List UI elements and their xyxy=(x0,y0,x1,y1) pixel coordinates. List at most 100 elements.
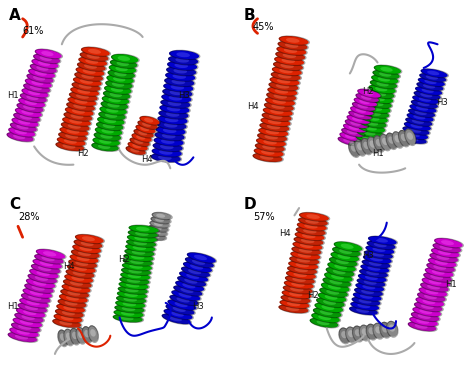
Ellipse shape xyxy=(356,108,366,113)
Ellipse shape xyxy=(341,331,347,338)
Ellipse shape xyxy=(131,255,145,260)
Ellipse shape xyxy=(361,141,373,145)
Ellipse shape xyxy=(374,135,385,152)
Ellipse shape xyxy=(410,124,423,128)
Text: H4: H4 xyxy=(279,229,291,238)
Ellipse shape xyxy=(278,304,309,313)
Ellipse shape xyxy=(419,309,432,314)
Ellipse shape xyxy=(268,82,299,91)
Ellipse shape xyxy=(288,261,318,269)
Ellipse shape xyxy=(287,301,301,306)
Ellipse shape xyxy=(65,134,78,139)
Ellipse shape xyxy=(33,54,60,63)
Ellipse shape xyxy=(21,315,35,320)
Ellipse shape xyxy=(10,122,37,132)
Ellipse shape xyxy=(350,106,374,115)
Ellipse shape xyxy=(268,119,282,124)
Ellipse shape xyxy=(352,326,364,342)
Ellipse shape xyxy=(179,271,208,282)
Ellipse shape xyxy=(380,67,392,72)
Ellipse shape xyxy=(27,300,40,305)
Ellipse shape xyxy=(354,139,382,147)
Ellipse shape xyxy=(259,122,290,131)
Ellipse shape xyxy=(69,119,82,124)
Ellipse shape xyxy=(153,226,162,230)
Ellipse shape xyxy=(173,74,186,79)
Ellipse shape xyxy=(434,238,463,248)
Ellipse shape xyxy=(149,220,169,228)
Ellipse shape xyxy=(111,87,123,92)
Ellipse shape xyxy=(124,253,154,261)
Ellipse shape xyxy=(74,99,88,104)
Ellipse shape xyxy=(408,109,435,117)
Text: H3: H3 xyxy=(178,91,190,100)
Ellipse shape xyxy=(332,247,361,256)
Ellipse shape xyxy=(186,274,199,279)
Ellipse shape xyxy=(163,128,176,133)
Ellipse shape xyxy=(273,94,287,99)
Text: B: B xyxy=(244,8,255,23)
Ellipse shape xyxy=(40,56,52,61)
Ellipse shape xyxy=(374,92,386,96)
Ellipse shape xyxy=(35,49,62,59)
Ellipse shape xyxy=(7,132,34,142)
Ellipse shape xyxy=(293,236,324,245)
Ellipse shape xyxy=(8,332,37,342)
Ellipse shape xyxy=(101,128,114,133)
Ellipse shape xyxy=(363,91,373,95)
Ellipse shape xyxy=(134,129,154,138)
Ellipse shape xyxy=(16,308,46,318)
Ellipse shape xyxy=(139,116,160,125)
Ellipse shape xyxy=(373,247,385,252)
Ellipse shape xyxy=(165,117,178,122)
Text: H4: H4 xyxy=(141,155,153,164)
Ellipse shape xyxy=(346,130,357,135)
Text: H3: H3 xyxy=(192,302,204,311)
Ellipse shape xyxy=(41,256,55,261)
Ellipse shape xyxy=(326,267,355,277)
Ellipse shape xyxy=(370,256,383,261)
Ellipse shape xyxy=(147,229,167,236)
Text: H3: H3 xyxy=(363,251,374,260)
Ellipse shape xyxy=(85,59,98,64)
Ellipse shape xyxy=(81,74,94,79)
Ellipse shape xyxy=(359,325,371,340)
Ellipse shape xyxy=(23,310,36,315)
Ellipse shape xyxy=(348,111,372,120)
Ellipse shape xyxy=(18,325,31,330)
Ellipse shape xyxy=(118,286,148,294)
Ellipse shape xyxy=(90,329,96,337)
Ellipse shape xyxy=(62,117,91,126)
Ellipse shape xyxy=(133,241,147,245)
Ellipse shape xyxy=(375,326,382,334)
Ellipse shape xyxy=(406,137,419,142)
Ellipse shape xyxy=(68,124,81,129)
Ellipse shape xyxy=(326,290,339,294)
Ellipse shape xyxy=(137,120,158,129)
Ellipse shape xyxy=(430,275,443,280)
Ellipse shape xyxy=(410,104,437,113)
Ellipse shape xyxy=(77,89,90,94)
Ellipse shape xyxy=(80,79,93,84)
Ellipse shape xyxy=(117,291,147,299)
Ellipse shape xyxy=(88,49,101,54)
Ellipse shape xyxy=(263,107,293,116)
Ellipse shape xyxy=(17,329,30,335)
Ellipse shape xyxy=(185,257,214,268)
Ellipse shape xyxy=(170,90,183,95)
Ellipse shape xyxy=(126,146,146,155)
Ellipse shape xyxy=(359,269,388,278)
Ellipse shape xyxy=(365,245,394,254)
Ellipse shape xyxy=(64,301,78,306)
Ellipse shape xyxy=(114,71,127,76)
Ellipse shape xyxy=(135,231,149,236)
Ellipse shape xyxy=(123,297,137,302)
Ellipse shape xyxy=(404,128,416,145)
Ellipse shape xyxy=(155,126,186,135)
Ellipse shape xyxy=(24,283,54,293)
Ellipse shape xyxy=(366,324,377,340)
Ellipse shape xyxy=(169,316,182,321)
Ellipse shape xyxy=(56,304,85,313)
Ellipse shape xyxy=(261,117,291,127)
Ellipse shape xyxy=(321,282,349,292)
